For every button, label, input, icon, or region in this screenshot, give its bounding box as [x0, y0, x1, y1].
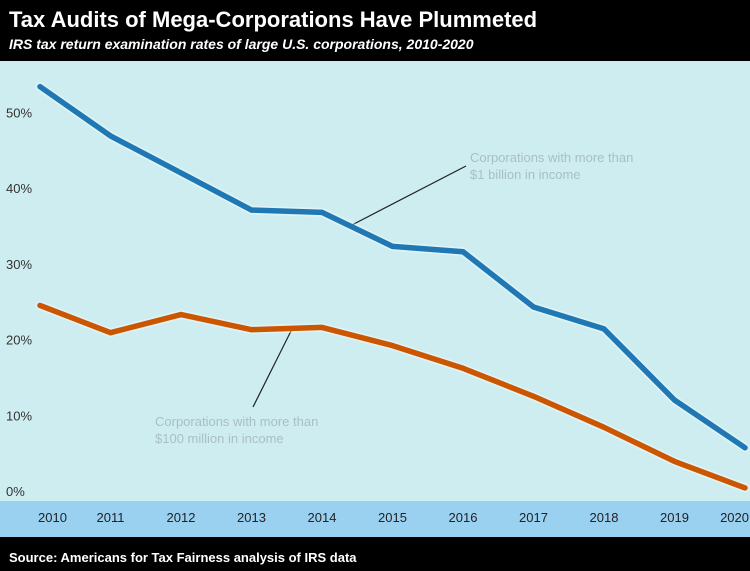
- series-1-point: [742, 485, 748, 491]
- plot-area: [0, 61, 750, 501]
- series-1-point: [601, 424, 607, 430]
- x-tick-label: 2012: [167, 510, 196, 525]
- series-1-point: [248, 327, 255, 333]
- annotation-text: Corporations with more than: [155, 414, 318, 429]
- series-1-point: [107, 330, 114, 336]
- series-1-point: [319, 324, 325, 331]
- x-tick-label: 2016: [449, 510, 478, 525]
- y-tick-label: 0%: [6, 484, 25, 499]
- series-0-point: [671, 397, 678, 403]
- y-tick-label: 40%: [6, 181, 32, 196]
- y-tick-label: 10%: [6, 408, 32, 423]
- series-1-point: [460, 365, 466, 371]
- series-0-point: [248, 207, 255, 213]
- series-0-point: [319, 209, 325, 215]
- series-1-point: [37, 302, 43, 309]
- series-1-point: [389, 342, 396, 349]
- x-tick-label: 2017: [519, 510, 548, 525]
- annotation-text: Corporations with more than: [470, 150, 633, 165]
- series-1-point: [530, 393, 537, 399]
- y-tick-label: 20%: [6, 333, 32, 348]
- chart-title: Tax Audits of Mega-Corporations Have Plu…: [9, 7, 537, 32]
- annotation-leader-line: [252, 326, 294, 408]
- annotation-text: $1 billion in income: [470, 167, 581, 182]
- x-axis: 2010 2011 2012 2013 2014 2015 2016 2017 2018 2019…: [38, 510, 749, 525]
- y-axis: 0% 10% 20% 30% 40% 50%: [6, 106, 32, 500]
- series-0-point: [530, 304, 537, 310]
- series-0-point: [107, 133, 114, 139]
- series-0-point: [742, 445, 748, 451]
- annotation-leader-line: [349, 165, 467, 227]
- x-tick-label: 2015: [378, 510, 407, 525]
- x-tick-label: 2010: [38, 510, 67, 525]
- y-tick-label: 50%: [6, 106, 32, 121]
- x-tick-label: 2013: [237, 510, 266, 525]
- series-group: [35, 82, 750, 493]
- annotations: Corporations with more than $1 billion in…: [155, 150, 633, 446]
- series-0-point: [601, 326, 607, 332]
- x-axis-band: [0, 501, 750, 537]
- series-0-point: [460, 249, 466, 255]
- y-tick-label: 30%: [6, 257, 32, 272]
- x-tick-label: 2019: [660, 510, 689, 525]
- x-tick-label: 2018: [590, 510, 619, 525]
- x-tick-label: 2011: [97, 510, 125, 525]
- series-1-point: [671, 458, 678, 464]
- annotation-text: $100 million in income: [155, 431, 284, 446]
- series-0-point: [389, 243, 396, 250]
- series-0-point: [178, 170, 184, 176]
- series-1-point: [178, 311, 184, 318]
- source-note: Source: Americans for Tax Fairness analy…: [9, 550, 357, 565]
- x-tick-label: 2020: [720, 510, 749, 525]
- series-0-point: [37, 84, 43, 90]
- x-tick-label: 2014: [308, 510, 337, 525]
- chart-subtitle: IRS tax return examination rates of larg…: [9, 36, 474, 52]
